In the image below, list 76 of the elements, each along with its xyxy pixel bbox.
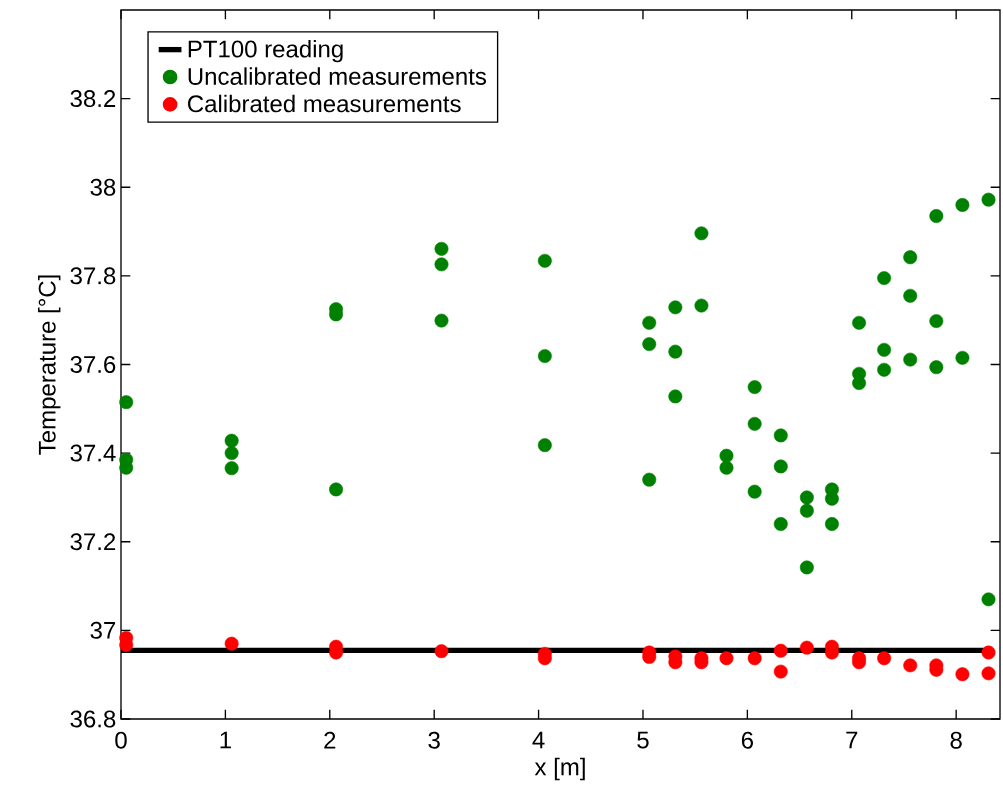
point bbox=[773, 517, 788, 531]
legend-label: PT100 reading bbox=[188, 39, 343, 63]
x-tick-label: 7 bbox=[846, 731, 858, 749]
point bbox=[119, 395, 134, 410]
x-tick-label: 2 bbox=[324, 731, 336, 749]
point bbox=[799, 560, 814, 575]
point bbox=[773, 664, 788, 679]
y-tick-label: 37.4 bbox=[70, 444, 116, 462]
y-tick-label: 37.8 bbox=[70, 267, 116, 285]
point bbox=[877, 271, 892, 286]
point bbox=[799, 490, 814, 505]
point bbox=[537, 253, 552, 268]
point bbox=[929, 360, 944, 375]
point bbox=[903, 250, 918, 265]
point bbox=[224, 636, 239, 651]
point bbox=[773, 459, 788, 474]
x-tick-label: 3 bbox=[428, 731, 440, 749]
x-tick-label: 4 bbox=[532, 731, 545, 749]
point bbox=[747, 380, 762, 395]
point bbox=[642, 472, 657, 487]
point bbox=[903, 288, 918, 303]
point bbox=[434, 241, 449, 256]
point bbox=[955, 350, 970, 365]
point bbox=[877, 362, 892, 377]
x-tick-label: 8 bbox=[950, 731, 962, 749]
point bbox=[434, 644, 449, 659]
y-tick-label: 36.8 bbox=[70, 710, 116, 728]
point bbox=[747, 416, 762, 431]
point bbox=[694, 298, 709, 313]
x-tick-label: 6 bbox=[741, 731, 753, 749]
point bbox=[773, 643, 788, 658]
point bbox=[799, 503, 814, 518]
x-axis-title: x [m] bbox=[534, 757, 585, 781]
point bbox=[694, 226, 709, 241]
point bbox=[719, 651, 734, 666]
y-axis-title: Temperature [°C] bbox=[38, 275, 61, 455]
point bbox=[329, 482, 343, 497]
point bbox=[668, 389, 683, 404]
point bbox=[929, 209, 944, 223]
point bbox=[642, 315, 657, 330]
legend-label: Calibrated measurements bbox=[188, 94, 461, 113]
point bbox=[537, 349, 552, 364]
point bbox=[642, 337, 657, 352]
point bbox=[773, 428, 788, 443]
point bbox=[824, 517, 839, 531]
point bbox=[434, 313, 449, 328]
point bbox=[224, 461, 239, 476]
x-tick-label: 0 bbox=[115, 731, 127, 749]
legend-label: Uncalibrated measurements bbox=[188, 67, 487, 85]
point bbox=[747, 651, 762, 666]
y-tick-label: 38.2 bbox=[70, 90, 116, 108]
y-tick-label: 37.6 bbox=[70, 355, 116, 373]
y-tick-label: 38 bbox=[90, 178, 116, 196]
point bbox=[747, 484, 762, 499]
point bbox=[719, 448, 734, 463]
point bbox=[877, 342, 892, 357]
point bbox=[668, 300, 683, 315]
point bbox=[852, 315, 867, 330]
point bbox=[955, 667, 970, 682]
x-tick-label: 5 bbox=[637, 731, 649, 749]
point bbox=[903, 352, 918, 367]
point bbox=[799, 640, 814, 655]
point bbox=[224, 433, 239, 448]
point bbox=[224, 446, 239, 461]
y-tick-label: 37.2 bbox=[70, 533, 116, 551]
y-tick-label: 37 bbox=[90, 621, 116, 639]
point bbox=[852, 376, 867, 391]
point bbox=[668, 344, 683, 359]
x-tick-label: 1 bbox=[220, 731, 231, 749]
point bbox=[719, 460, 734, 475]
point bbox=[877, 651, 892, 666]
point bbox=[903, 658, 918, 673]
point bbox=[955, 198, 970, 212]
point bbox=[929, 314, 944, 328]
point bbox=[537, 438, 552, 453]
point bbox=[434, 257, 449, 272]
